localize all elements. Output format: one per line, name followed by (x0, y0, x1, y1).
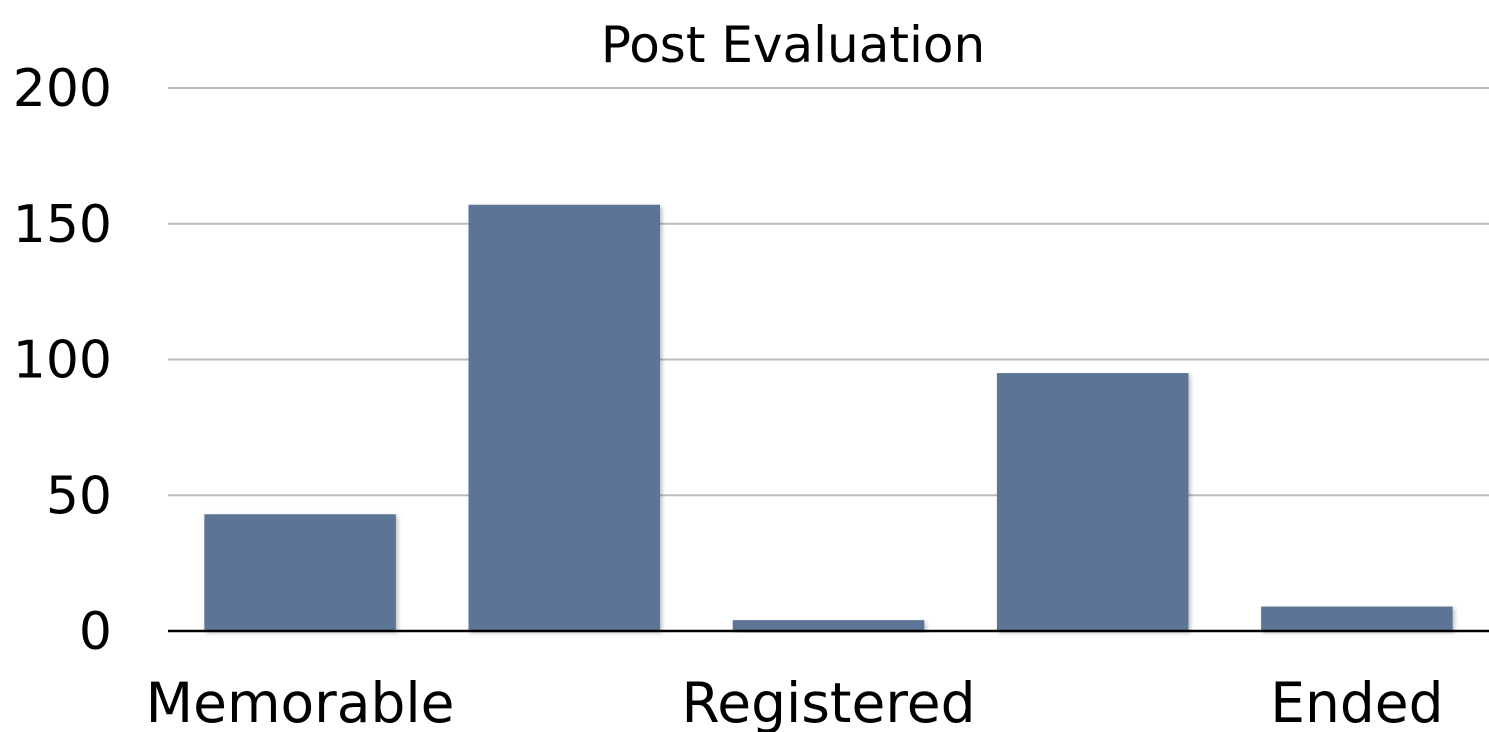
x-category-label: Ended (1270, 671, 1443, 732)
x-axis-category-labels: Memorable Registered Ended (146, 671, 1444, 732)
y-tick-label: 100 (13, 331, 112, 391)
bar (468, 204, 661, 631)
y-tick-label: 150 (13, 195, 112, 255)
bar (996, 373, 1189, 631)
x-category-label: Memorable (146, 671, 455, 732)
bar (732, 620, 925, 631)
y-tick-label: 200 (13, 59, 112, 119)
bar (204, 514, 396, 631)
y-tick-label: 0 (79, 602, 112, 662)
y-tick-label: 50 (46, 466, 112, 526)
gridlines (168, 87, 1489, 497)
x-category-label: Registered (682, 671, 976, 732)
chart-title: Post Evaluation (601, 16, 985, 74)
bar (1261, 606, 1453, 631)
bars (204, 204, 1453, 631)
y-axis-tick-labels: 0 50 100 150 200 (13, 59, 112, 662)
